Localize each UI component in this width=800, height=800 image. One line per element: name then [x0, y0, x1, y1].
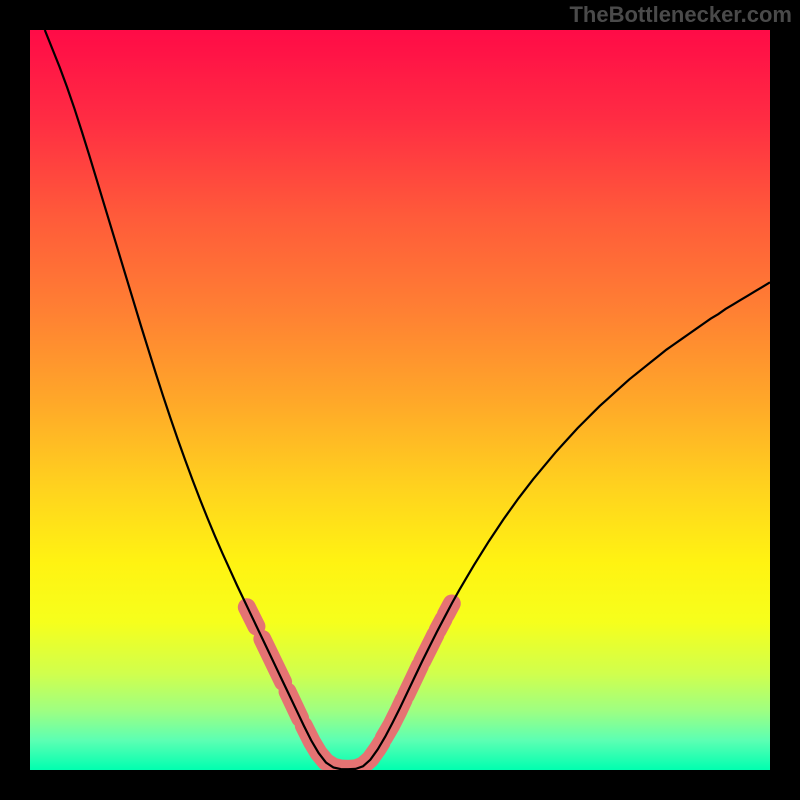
chart-frame: TheBottlenecker.com	[0, 0, 800, 800]
watermark-label: TheBottlenecker.com	[569, 2, 792, 28]
plot-background	[30, 30, 770, 770]
bottleneck-chart	[0, 0, 800, 800]
